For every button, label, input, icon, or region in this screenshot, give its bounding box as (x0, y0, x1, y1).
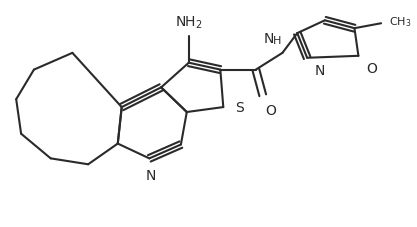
Text: N: N (146, 168, 156, 183)
Text: N: N (315, 63, 325, 77)
Text: O: O (366, 62, 377, 75)
Text: S: S (235, 101, 244, 115)
Text: H: H (274, 36, 282, 46)
Text: O: O (266, 104, 276, 118)
Text: CH$_3$: CH$_3$ (389, 15, 412, 29)
Text: NH$_2$: NH$_2$ (175, 15, 203, 31)
Text: N: N (264, 32, 274, 46)
